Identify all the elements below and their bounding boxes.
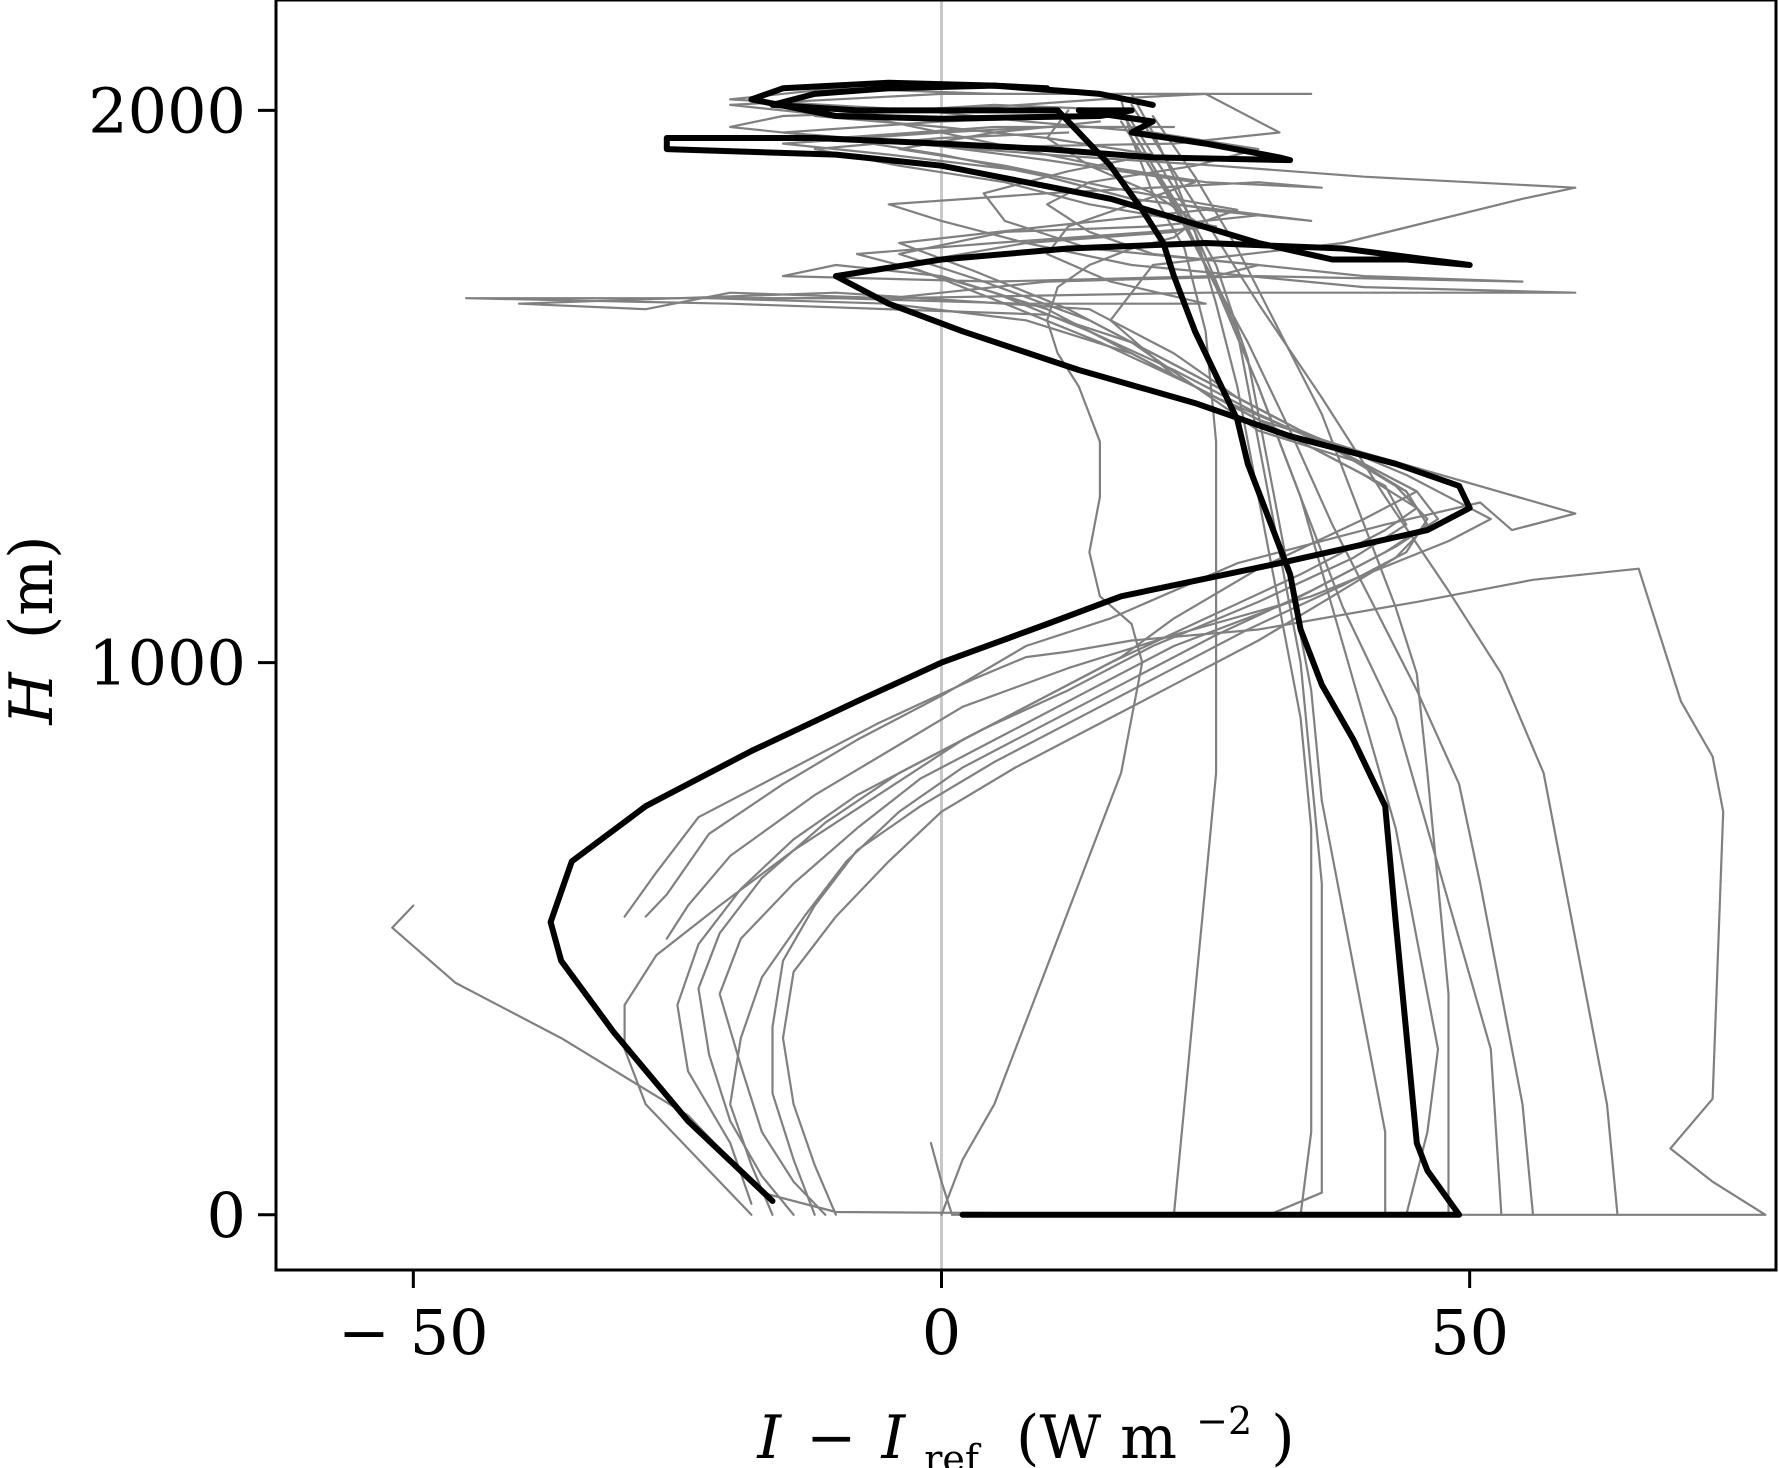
plot-frame (274, 0, 1778, 1272)
ensemble-series-line-1 (623, 567, 1767, 1216)
ensemble-series-line-12 (929, 1141, 964, 1216)
x-axis-label-units-close: ) (1271, 1403, 1294, 1468)
ensemble-series-line-14 (1130, 92, 1313, 1216)
x-axis-label-ref-var: I (880, 1403, 906, 1468)
y-axis: 0 1000 2000 (88, 74, 276, 1252)
y-axis-label-units: (m) (0, 535, 67, 639)
ensemble-series-line-13 (1119, 98, 1218, 1216)
ensemble-series-line-3 (517, 87, 1524, 940)
x-axis-label-units: (W m (1016, 1403, 1177, 1468)
plot-background (276, 0, 1776, 1270)
x-axis-label-var: I (756, 1403, 782, 1468)
ensemble-series-line-9 (676, 131, 1418, 1205)
x-axis-label-minus: − (806, 1403, 856, 1468)
x-tick-label: − 50 (338, 1296, 489, 1369)
ensemble-series-line-11 (940, 109, 1197, 1216)
x-axis-label-units-exponent: −2 (1196, 1399, 1252, 1443)
x-axis: − 50 0 50 (338, 1270, 1509, 1369)
y-tick-label: 2000 (88, 74, 246, 147)
highlight-series-line-23 (769, 82, 1463, 1218)
x-axis-label: I − I ref (W m −2 ) (756, 1379, 1294, 1468)
y-axis-label: H (m) (0, 535, 67, 725)
ensemble-series-line-20 (1151, 114, 1450, 1216)
ensemble-series-line-15 (1119, 109, 1323, 1216)
y-tick-label: 1000 (88, 627, 246, 700)
ensemble-series-line-10 (781, 120, 1429, 1216)
series-group (391, 79, 1767, 1218)
x-tick-label: 50 (1430, 1296, 1509, 1369)
ensemble-series-line-19 (1119, 120, 1535, 1216)
x-tick-label: 0 (922, 1296, 961, 1369)
y-tick-label: 0 (207, 1179, 246, 1252)
x-axis-label-ref-sub: ref (924, 1437, 982, 1468)
highlight-series-line-22 (547, 79, 1473, 1204)
ensemble-series-line-21 (1130, 103, 1619, 1216)
y-axis-label-var: H (0, 671, 67, 726)
